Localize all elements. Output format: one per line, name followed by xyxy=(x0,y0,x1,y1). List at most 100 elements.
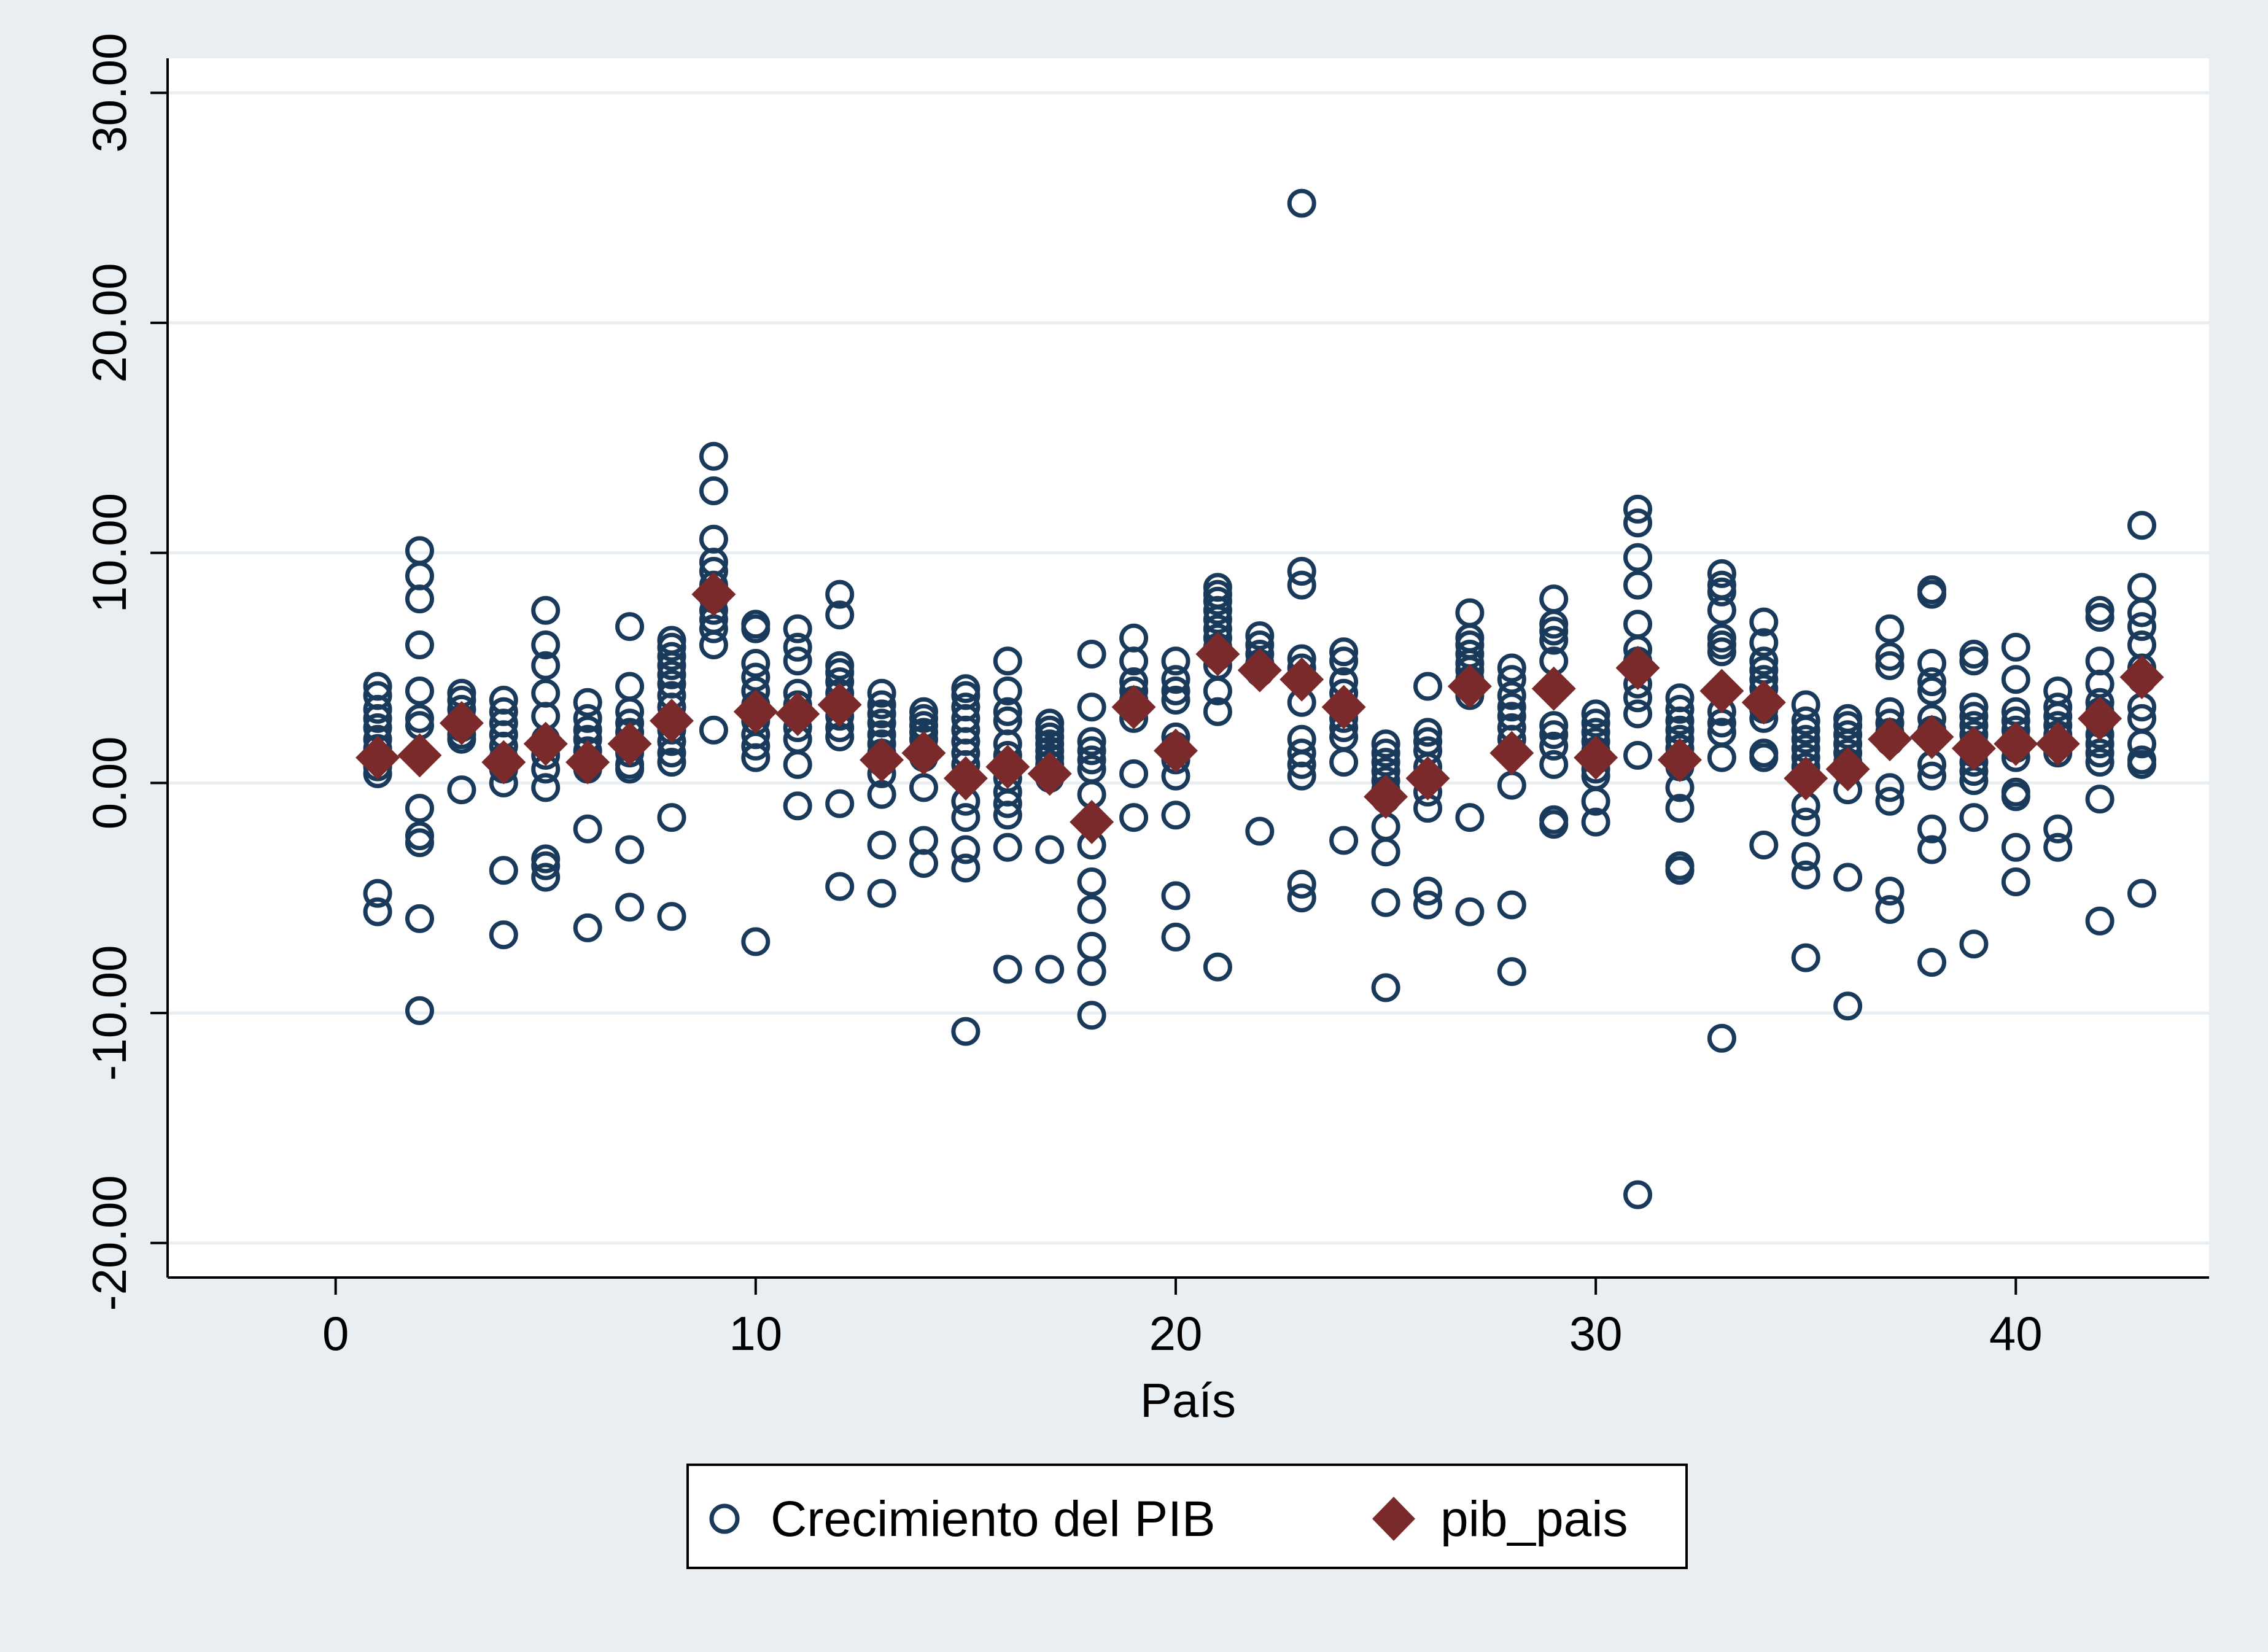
point-crecimiento-pib xyxy=(1287,188,1316,218)
point-crecimiento-pib xyxy=(741,614,771,643)
point-crecimiento-pib xyxy=(993,832,1022,862)
y-tick-label: 30.00 xyxy=(82,33,136,153)
point-crecimiento-pib xyxy=(363,878,392,908)
point-crecimiento-pib xyxy=(825,789,855,818)
point-crecimiento-pib xyxy=(1077,692,1106,722)
point-crecimiento-pib xyxy=(489,920,518,950)
point-crecimiento-pib xyxy=(1161,922,1190,952)
point-crecimiento-pib xyxy=(951,1017,981,1046)
point-crecimiento-pib xyxy=(1623,699,1652,729)
point-crecimiento-pib xyxy=(1791,860,1820,890)
legend-marker-pib-pais xyxy=(1372,1497,1415,1541)
point-crecimiento-pib xyxy=(573,913,602,942)
point-crecimiento-pib xyxy=(1707,595,1736,625)
x-tick-label: 30 xyxy=(1569,1306,1623,1360)
point-crecimiento-pib xyxy=(783,632,812,662)
point-crecimiento-pib xyxy=(1497,653,1526,683)
point-crecimiento-pib xyxy=(1161,665,1190,694)
point-crecimiento-pib xyxy=(1455,897,1485,926)
point-pib-pais xyxy=(2078,696,2122,741)
point-crecimiento-pib xyxy=(1749,831,1779,859)
point-crecimiento-pib xyxy=(1707,637,1736,667)
point-crecimiento-pib xyxy=(1077,1001,1106,1030)
point-crecimiento-pib xyxy=(1749,628,1779,657)
point-crecimiento-pib xyxy=(1581,699,1610,729)
point-crecimiento-pib xyxy=(1581,708,1610,738)
point-crecimiento-pib xyxy=(2001,665,2030,694)
point-pib-pais xyxy=(1027,751,1072,796)
point-pib-pais xyxy=(1237,648,1282,692)
point-crecimiento-pib xyxy=(1413,890,1442,920)
point-pib-pais xyxy=(355,735,400,780)
point-crecimiento-pib xyxy=(1539,810,1569,839)
point-crecimiento-pib xyxy=(657,642,686,671)
point-crecimiento-pib xyxy=(1371,748,1400,777)
point-crecimiento-pib xyxy=(867,831,896,859)
point-crecimiento-pib xyxy=(657,803,686,832)
point-crecimiento-pib xyxy=(615,835,645,864)
point-crecimiento-pib xyxy=(1371,729,1400,759)
point-crecimiento-pib xyxy=(1077,745,1106,775)
point-crecimiento-pib xyxy=(1161,686,1190,715)
point-crecimiento-pib xyxy=(699,614,728,643)
y-tick-label: -20.00 xyxy=(82,1175,136,1311)
point-pib-pais xyxy=(1280,657,1324,702)
point-crecimiento-pib xyxy=(1203,605,1232,634)
point-crecimiento-pib xyxy=(1623,508,1652,538)
point-crecimiento-pib xyxy=(1665,706,1695,735)
point-crecimiento-pib xyxy=(1539,731,1569,761)
point-crecimiento-pib xyxy=(531,630,561,659)
point-crecimiento-pib xyxy=(1917,814,1946,843)
point-crecimiento-pib xyxy=(405,794,434,823)
point-crecimiento-pib xyxy=(1497,957,1526,987)
point-crecimiento-pib xyxy=(1875,642,1905,671)
point-pib-pais xyxy=(1741,680,1786,725)
point-crecimiento-pib xyxy=(2127,612,2156,642)
point-pib-pais xyxy=(2035,721,2080,766)
point-crecimiento-pib xyxy=(405,584,434,614)
point-crecimiento-pib xyxy=(699,715,728,745)
point-crecimiento-pib xyxy=(2127,750,2156,779)
point-crecimiento-pib xyxy=(531,651,561,680)
point-pib-pais xyxy=(817,682,862,727)
point-crecimiento-pib xyxy=(531,773,561,802)
point-crecimiento-pib xyxy=(1497,890,1526,920)
point-crecimiento-pib xyxy=(1287,557,1316,586)
point-crecimiento-pib xyxy=(405,996,434,1025)
point-crecimiento-pib xyxy=(363,704,392,733)
point-crecimiento-pib xyxy=(1917,948,1946,977)
point-crecimiento-pib xyxy=(1917,580,1946,609)
point-crecimiento-pib xyxy=(657,632,686,662)
point-crecimiento-pib xyxy=(1875,614,1905,643)
point-crecimiento-pib xyxy=(1833,991,1863,1021)
axes: -20.00 -10.00 0.00 10.00 20.00 30.00 0 10 20 30 40 xyxy=(82,33,2209,1360)
point-crecimiento-pib xyxy=(657,902,686,931)
point-pib-pais xyxy=(1994,721,2038,766)
legend-box xyxy=(686,1464,1688,1569)
point-crecimiento-pib xyxy=(1161,801,1190,830)
point-crecimiento-pib xyxy=(1077,727,1106,756)
point-crecimiento-pib xyxy=(1539,616,1569,646)
point-crecimiento-pib xyxy=(1035,955,1065,984)
point-crecimiento-pib xyxy=(1161,646,1190,676)
point-crecimiento-pib xyxy=(741,649,771,678)
point-crecimiento-pib xyxy=(1623,570,1652,600)
point-pib-pais xyxy=(775,691,820,736)
point-crecimiento-pib xyxy=(867,678,896,708)
point-crecimiento-pib xyxy=(783,646,812,676)
point-crecimiento-pib xyxy=(1581,807,1610,837)
point-crecimiento-pib xyxy=(1623,543,1652,572)
point-crecimiento-pib xyxy=(1413,877,1442,905)
point-pib-pais xyxy=(1321,684,1366,729)
point-crecimiento-pib xyxy=(1875,651,1905,680)
point-crecimiento-pib xyxy=(2001,867,2030,896)
point-crecimiento-pib xyxy=(1665,856,1695,885)
point-crecimiento-pib xyxy=(1329,637,1359,667)
point-crecimiento-pib xyxy=(363,694,392,724)
point-crecimiento-pib xyxy=(1203,586,1232,616)
point-pib-pais xyxy=(691,572,736,617)
point-crecimiento-pib xyxy=(1833,863,1863,892)
point-crecimiento-pib xyxy=(2085,785,2115,814)
point-crecimiento-pib xyxy=(1623,740,1652,770)
